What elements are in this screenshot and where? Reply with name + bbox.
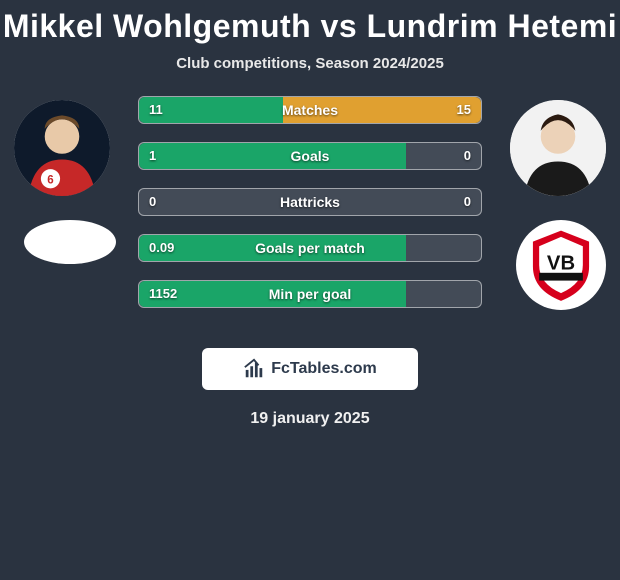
stat-label: Min per goal (139, 281, 481, 307)
stat-row: 10Goals (138, 142, 482, 170)
stat-row: 1115Matches (138, 96, 482, 124)
stat-label: Goals per match (139, 235, 481, 261)
avatar-left-icon: 6 (14, 100, 110, 196)
branding-text: FcTables.com (271, 360, 377, 378)
stat-row: 0.09Goals per match (138, 234, 482, 262)
stat-bars: 1115Matches 10Goals 00Hattricks 0.09Goals p… (138, 96, 482, 326)
player-right-avatar (510, 100, 606, 196)
stat-row: 00Hattricks (138, 188, 482, 216)
branding-badge: FcTables.com (202, 348, 418, 390)
chart-icon (243, 358, 265, 380)
comparison-panel: 6 VB 1115Matches10Goals00Hattricks0.09Go… (0, 100, 620, 340)
club-badge-right: VB (516, 220, 606, 310)
avatar-right-icon (510, 100, 606, 196)
stat-label: Matches (139, 97, 481, 123)
svg-text:6: 6 (47, 175, 53, 187)
stat-row: 1152Min per goal (138, 280, 482, 308)
page-title: Mikkel Wohlgemuth vs Lundrim Hetemi (0, 0, 620, 45)
stat-label: Hattricks (139, 189, 481, 215)
footer-date: 19 january 2025 (0, 410, 620, 428)
club-badge-right-icon: VB (522, 226, 600, 304)
svg-text:VB: VB (547, 253, 575, 275)
page-subtitle: Club competitions, Season 2024/2025 (0, 55, 620, 72)
club-badge-left (24, 220, 116, 264)
player-left-avatar: 6 (14, 100, 110, 196)
stat-label: Goals (139, 143, 481, 169)
